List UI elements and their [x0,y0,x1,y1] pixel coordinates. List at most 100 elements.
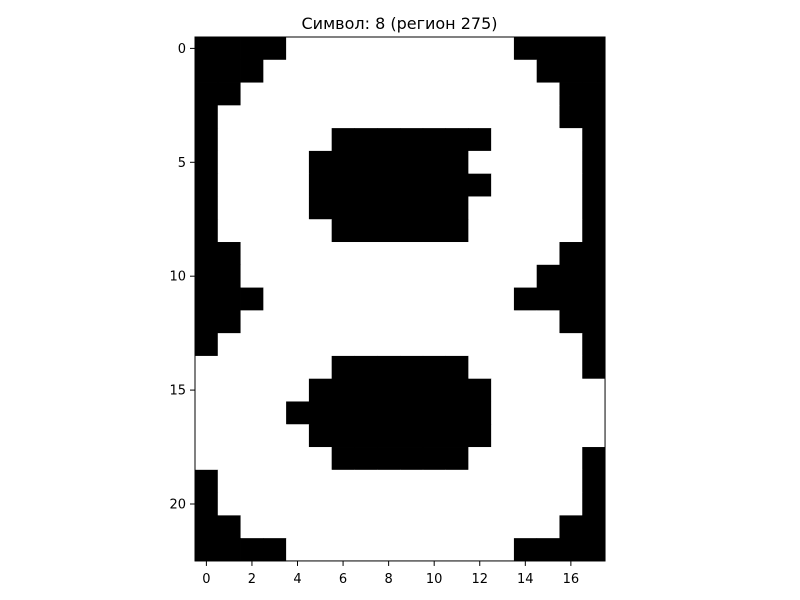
heatmap-cell [195,401,219,425]
heatmap-cell [491,287,515,311]
heatmap-cell [468,264,492,288]
heatmap-cell [308,37,333,61]
heatmap-cell [559,264,583,288]
heatmap-cell [377,128,401,152]
heatmap-cell [536,264,560,288]
heatmap-cell [559,150,583,175]
heatmap-cell [354,355,378,380]
heatmap-cell [422,264,446,288]
heatmap-cell [400,128,424,152]
heatmap-cell [263,333,287,357]
heatmap-cell [217,128,241,152]
heatmap-cell [491,105,515,129]
heatmap-cell [308,287,333,311]
heatmap-cell [536,59,560,83]
heatmap-cell [377,492,401,516]
heatmap-cell [445,333,469,357]
heatmap-cell [400,82,424,106]
x-tick-label: 16 [563,572,580,587]
heatmap-cell [354,401,378,425]
heatmap-cell [582,492,606,516]
heatmap-cell [445,105,469,129]
heatmap-cell [263,492,287,516]
heatmap-cell [491,310,515,334]
heatmap-cell [263,82,287,106]
heatmap-cell [308,173,333,197]
heatmap-cell [513,492,538,516]
heatmap-cell [468,424,492,448]
heatmap-cell [513,128,538,152]
heatmap-cell [331,538,355,562]
heatmap-cell [331,401,355,425]
x-tick-label: 10 [426,572,443,587]
heatmap-cell [377,173,401,197]
heatmap-cell [195,515,219,539]
heatmap-cell [400,59,424,83]
heatmap-cell [217,355,241,380]
heatmap-cell [536,355,560,380]
heatmap-cell [422,37,446,61]
heatmap-cell [354,150,378,175]
heatmap-cell [400,287,424,311]
heatmap-cell [377,196,401,220]
heatmap-cell [377,469,401,493]
heatmap-cell [217,173,241,197]
heatmap-cell [536,287,560,311]
heatmap-cell [559,447,583,471]
heatmap-cell [331,105,355,129]
heatmap-cell [422,447,446,471]
heatmap-cell [195,287,219,311]
heatmap-cell [217,538,241,562]
heatmap-cell [445,128,469,152]
heatmap-cell [422,492,446,516]
heatmap-cell [195,355,219,380]
heatmap-cell [195,242,219,266]
heatmap-cell [559,287,583,311]
heatmap-cell [195,173,219,197]
heatmap-cell [491,219,515,243]
heatmap-cell [195,378,219,402]
heatmap-cell [468,82,492,106]
heatmap-cell [377,37,401,61]
x-tick-label: 6 [339,572,347,587]
heatmap-cell [217,424,241,448]
heatmap-cell [195,196,219,220]
heatmap-cell [240,447,264,471]
heatmap-cell [286,173,310,197]
heatmap-cell [263,378,287,402]
heatmap-cell [217,333,241,357]
heatmap-cell [308,424,333,448]
heatmap-cell [331,37,355,61]
heatmap-cell [468,219,492,243]
heatmap-cell [308,82,333,106]
heatmap-cell [445,287,469,311]
heatmap-cell [217,378,241,402]
heatmap-cell [422,310,446,334]
heatmap-cell [559,105,583,129]
heatmap-cell [240,105,264,129]
heatmap-cell [286,538,310,562]
heatmap-cell [354,37,378,61]
heatmap-cell [536,378,560,402]
heatmap-cell [286,242,310,266]
heatmap-cell [331,515,355,539]
heatmap-cell [400,424,424,448]
heatmap-cell [263,355,287,380]
heatmap-cell [354,173,378,197]
heatmap-cell [377,401,401,425]
heatmap-cell [331,219,355,243]
heatmap-cell [491,150,515,175]
heatmap-cell [331,59,355,83]
heatmap-cell [354,492,378,516]
heatmap-cell [491,242,515,266]
heatmap-cell [491,333,515,357]
heatmap-cell [331,424,355,448]
heatmap-cell [195,105,219,129]
heatmap-cell [286,333,310,357]
heatmap-cell [217,219,241,243]
heatmap-cell [240,59,264,83]
heatmap-cell [422,82,446,106]
heatmap-cell [513,401,538,425]
heatmap-cell [422,242,446,266]
heatmap-cell [468,333,492,357]
